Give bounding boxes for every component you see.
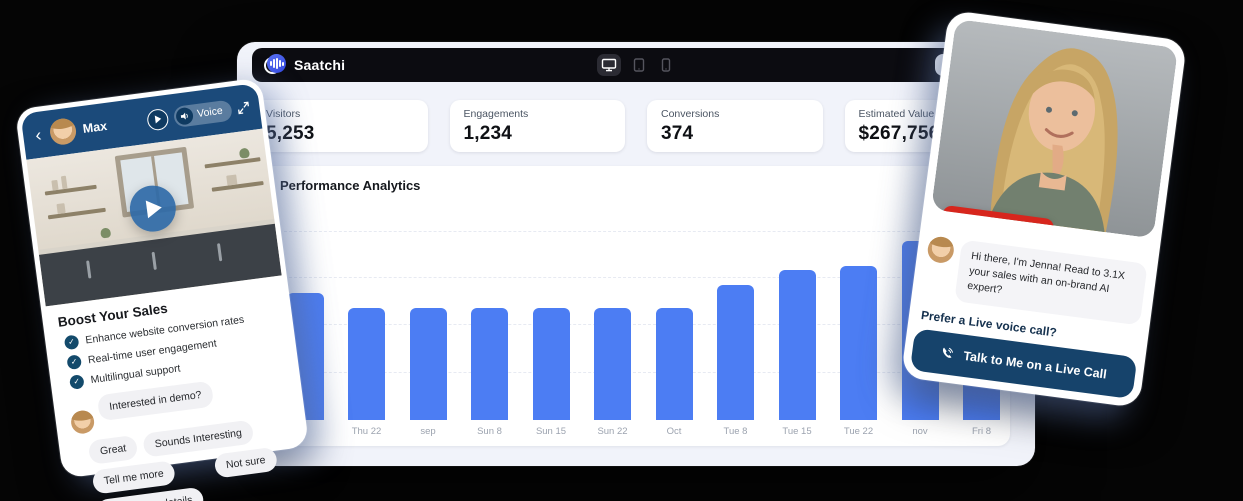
x-axis-label: Sun 8	[477, 426, 502, 437]
agent-avatar	[48, 117, 78, 147]
quick-reply-chip[interactable]: Not sure	[213, 446, 278, 479]
kitchen-shelf	[211, 180, 264, 192]
kitchen-plant	[238, 147, 251, 159]
stat-value: 5,253	[266, 123, 315, 144]
chat-avatar	[926, 235, 956, 265]
quick-reply-chip[interactable]: Great	[87, 434, 139, 465]
cabinet-handle	[151, 251, 157, 270]
status-text: I'm online here	[964, 213, 1043, 236]
kitchen-item	[60, 175, 68, 190]
brand: Saatchi	[264, 54, 345, 76]
expand-icon[interactable]	[237, 101, 250, 115]
x-axis-label: Fri 8	[972, 426, 991, 437]
x-axis-label: Thu 22	[351, 426, 382, 437]
play-button-small[interactable]	[146, 107, 170, 131]
device-preview-switcher	[597, 54, 675, 76]
agent-message-bubble: Interested in demo?	[96, 380, 215, 422]
saatchi-logo-icon	[264, 54, 286, 76]
kitchen-shelf	[204, 157, 261, 169]
live-call-button[interactable]: Talk to Me on a Live Call	[909, 328, 1138, 400]
agent-name: Max	[81, 118, 108, 136]
chat-message-bubble: Hi there, I'm Jenna! Read to 3.1X your s…	[954, 239, 1148, 326]
kitchen-item	[226, 174, 238, 186]
kitchen-item	[56, 203, 66, 215]
x-axis-label: Sun 22	[597, 426, 628, 437]
stat-label: Conversions	[661, 108, 720, 120]
desktop-preview-button[interactable]	[597, 54, 621, 76]
gridline	[284, 231, 990, 232]
stat-label: Estimated Value	[858, 108, 935, 120]
back-chevron-icon[interactable]: ‹	[33, 124, 43, 146]
status-dot-icon	[953, 215, 960, 222]
video-widget-body: Boost Your Sales ✓ Enhance website conve…	[46, 275, 312, 501]
kitchen-plant	[100, 227, 112, 239]
quick-reply-chip[interactable]: Tell me more	[91, 460, 177, 495]
x-axis-label: sep	[420, 426, 436, 437]
x-axis-label: Tue 22	[843, 426, 874, 437]
cabinet-handle	[216, 243, 223, 262]
chart-bar	[348, 307, 385, 420]
video-preview	[26, 128, 282, 307]
phone-handset-icon	[943, 347, 954, 358]
stat-value: 374	[661, 123, 694, 144]
check-icon: ✓	[63, 334, 80, 351]
x-axis-label: Oct	[666, 426, 682, 437]
speaker-icon	[175, 106, 195, 126]
check-icon: ✓	[66, 354, 83, 371]
chart-bar	[532, 307, 570, 420]
panel-title: Performance Analytics	[280, 178, 421, 193]
x-axis-label: Tue 15	[782, 426, 812, 437]
stat-card: Engagements 1,234	[449, 100, 625, 152]
x-axis-label: Sun 15	[535, 426, 567, 437]
chart-bar	[717, 285, 754, 420]
stat-card: Conversions 374	[647, 100, 823, 152]
chart-bar	[840, 266, 877, 420]
gridline	[284, 277, 990, 278]
stat-label: Visitors	[266, 108, 301, 120]
chart-bar	[471, 307, 508, 420]
monitor-icon	[601, 58, 617, 72]
chart-bar	[594, 307, 631, 420]
bar-chart: Thu 22 sep Sun 8 Sun 15 Sun 22 Oct Tue 8 Tue 15…	[284, 230, 1000, 437]
stat-value: 1,234	[463, 123, 513, 144]
x-axis-label: nov	[912, 426, 928, 437]
video-agent-widget: ‹ Max Voice	[14, 77, 310, 501]
phone-icon	[661, 58, 671, 72]
agent-photo	[931, 18, 1179, 239]
stat-value: $267,756	[858, 123, 940, 144]
kitchen-item	[51, 179, 59, 191]
voice-label: Voice	[196, 104, 224, 120]
analytics-panel: Performance Analytics Thu 22 sep Sun 8 Sun …	[262, 166, 1010, 446]
dashboard-window: Saatchi	[237, 42, 1035, 466]
live-call-label: Talk to Me on a Live Call	[962, 348, 1108, 382]
x-axis-label: Tue 8	[723, 426, 748, 437]
tablet-icon	[633, 58, 645, 72]
agent-portrait: I'm online here	[931, 18, 1179, 239]
live-chat-widget: I'm online here Hi there, I'm Jenna! Rea…	[900, 9, 1188, 409]
play-icon	[155, 114, 163, 124]
chart-bar	[655, 307, 693, 420]
gridline	[284, 372, 990, 373]
video-widget-controls: Voice	[146, 97, 251, 131]
play-icon	[145, 198, 163, 219]
chart-bar	[778, 269, 816, 420]
cabinet-handle	[86, 260, 92, 279]
brand-name: Saatchi	[294, 57, 346, 73]
agent-avatar-small	[69, 409, 96, 435]
stat-card: Visitors 5,253	[252, 100, 428, 152]
feature-text: Multilingual support	[89, 362, 182, 387]
topbar: Saatchi	[252, 48, 1020, 82]
voice-toggle[interactable]: Voice	[173, 99, 233, 128]
stats-row: Visitors 5,253 Engagements 1,234 Convers…	[252, 100, 1020, 152]
tablet-preview-button[interactable]	[629, 54, 649, 76]
phone-preview-button[interactable]	[657, 54, 675, 76]
check-icon: ✓	[68, 374, 85, 390]
chart-bar	[409, 307, 447, 420]
gridline	[284, 324, 990, 325]
stat-label: Engagements	[463, 108, 529, 120]
video-widget-header: ‹ Max Voice	[20, 83, 263, 160]
